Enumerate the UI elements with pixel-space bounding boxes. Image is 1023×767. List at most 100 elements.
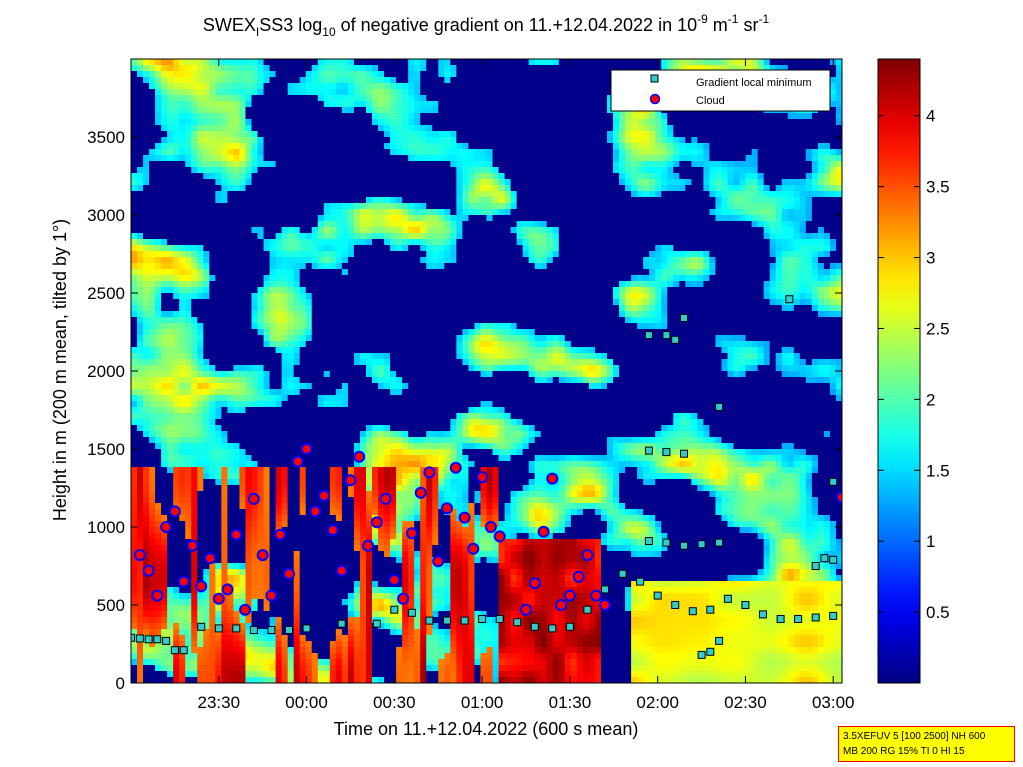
heatmap-cell bbox=[167, 539, 174, 546]
heatmap-cell bbox=[329, 377, 337, 384]
heatmap-cell bbox=[305, 317, 313, 324]
heatmap-cell bbox=[378, 221, 385, 228]
heatmap-cell bbox=[281, 635, 289, 642]
heatmap-cell bbox=[275, 389, 283, 396]
heatmap-cell bbox=[131, 557, 138, 564]
heatmap-cell bbox=[161, 311, 168, 318]
heatmap-cell bbox=[191, 599, 198, 606]
heatmap-cell bbox=[378, 275, 385, 282]
heatmap-cell bbox=[281, 167, 289, 174]
heatmap-cell bbox=[384, 155, 391, 162]
heatmap-cell bbox=[161, 377, 168, 384]
heatmap-cell bbox=[173, 425, 180, 432]
heatmap-cell bbox=[245, 653, 253, 660]
heatmap-cell bbox=[378, 203, 385, 210]
heatmap-cell bbox=[396, 437, 403, 444]
heatmap-cell bbox=[287, 317, 295, 324]
heatmap-cell bbox=[341, 239, 349, 246]
heatmap-cell bbox=[155, 143, 162, 150]
heatmap-cell bbox=[185, 395, 192, 402]
heatmap-cell bbox=[414, 431, 421, 438]
heatmap-cell bbox=[227, 131, 235, 138]
heatmap-cell bbox=[317, 677, 325, 683]
heatmap-cell bbox=[414, 539, 421, 546]
heatmap-cell bbox=[179, 71, 186, 78]
heatmap-cell bbox=[414, 635, 421, 642]
heatmap-cell bbox=[378, 641, 385, 648]
heatmap-cell bbox=[155, 245, 162, 252]
heatmap-cell bbox=[323, 131, 331, 138]
heatmap-cell bbox=[305, 419, 313, 426]
heatmap-cell bbox=[347, 509, 355, 516]
heatmap-cell bbox=[131, 461, 138, 468]
heatmap-cell bbox=[323, 191, 331, 198]
heatmap-cell bbox=[143, 227, 150, 234]
heatmap-cell bbox=[245, 77, 253, 84]
heatmap-cell bbox=[311, 425, 319, 432]
heatmap-cell bbox=[347, 335, 355, 342]
heatmap-cell bbox=[155, 605, 162, 612]
heatmap-cell bbox=[179, 335, 186, 342]
heatmap-cell bbox=[311, 395, 319, 402]
heatmap-cell bbox=[257, 539, 265, 546]
heatmap-cell bbox=[359, 77, 367, 84]
heatmap-cell bbox=[402, 167, 409, 174]
heatmap-cell bbox=[227, 125, 235, 132]
heatmap-cell bbox=[414, 311, 421, 318]
heatmap-cell bbox=[402, 653, 409, 660]
heatmap-cell bbox=[372, 353, 379, 360]
heatmap-cell bbox=[390, 515, 397, 522]
heatmap-cell bbox=[209, 155, 216, 162]
heatmap-cell bbox=[197, 257, 204, 264]
heatmap-cell bbox=[197, 461, 204, 468]
heatmap-cell bbox=[209, 479, 216, 486]
heatmap-cell bbox=[281, 353, 289, 360]
heatmap-cell bbox=[396, 317, 403, 324]
heatmap-cell bbox=[281, 455, 289, 462]
heatmap-cell bbox=[155, 335, 162, 342]
heatmap-cell bbox=[402, 209, 409, 216]
heatmap-cell bbox=[209, 215, 216, 222]
heatmap-cell bbox=[341, 107, 349, 114]
heatmap-cell bbox=[317, 407, 325, 414]
heatmap-cell bbox=[209, 293, 216, 300]
heatmap-cell bbox=[155, 83, 162, 90]
heatmap-cell bbox=[287, 665, 295, 672]
heatmap-cell bbox=[275, 209, 283, 216]
heatmap-cell bbox=[341, 221, 349, 228]
heatmap-cell bbox=[305, 257, 313, 264]
heatmap-cell bbox=[359, 311, 367, 318]
heatmap-cell bbox=[179, 623, 186, 630]
heatmap-cell bbox=[390, 401, 397, 408]
heatmap-cell bbox=[197, 449, 204, 456]
heatmap-cell bbox=[359, 593, 367, 600]
heatmap-cell bbox=[197, 599, 204, 606]
heatmap-cell bbox=[335, 521, 343, 528]
heatmap-cell bbox=[281, 149, 289, 156]
heatmap-cell bbox=[311, 305, 319, 312]
heatmap-cell bbox=[353, 287, 361, 294]
heatmap-cell bbox=[155, 461, 162, 468]
heatmap-cell bbox=[378, 557, 385, 564]
heatmap-cell bbox=[335, 467, 343, 474]
heatmap-cell bbox=[257, 425, 265, 432]
heatmap-cell bbox=[281, 323, 289, 330]
heatmap-cell bbox=[414, 107, 421, 114]
heatmap-cell bbox=[197, 167, 204, 174]
heatmap-cell bbox=[209, 449, 216, 456]
heatmap-cell bbox=[155, 299, 162, 306]
heatmap-cell bbox=[329, 443, 337, 450]
heatmap-cell bbox=[359, 245, 367, 252]
heatmap-cell bbox=[353, 119, 361, 126]
heatmap-cell bbox=[311, 281, 319, 288]
heatmap-cell bbox=[281, 371, 289, 378]
heatmap-cell bbox=[149, 551, 156, 558]
heatmap-cell bbox=[239, 179, 247, 186]
heatmap-cell bbox=[179, 437, 186, 444]
heatmap-cell bbox=[257, 515, 265, 522]
heatmap-cell bbox=[233, 353, 241, 360]
heatmap-cell bbox=[305, 125, 313, 132]
heatmap-cell bbox=[263, 227, 271, 234]
heatmap-cell bbox=[167, 269, 174, 276]
heatmap-cell bbox=[239, 389, 247, 396]
